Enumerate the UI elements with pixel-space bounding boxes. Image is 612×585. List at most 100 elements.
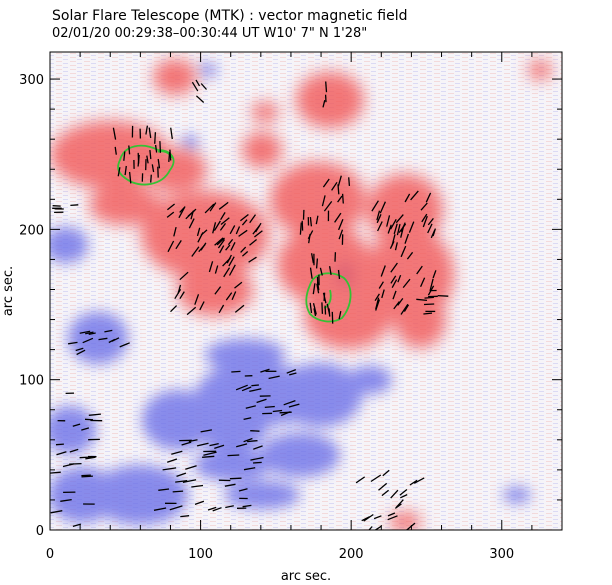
field-vector: [255, 222, 262, 233]
field-vector: [421, 213, 428, 223]
field-vector: [337, 195, 343, 203]
field-vector: [363, 513, 374, 522]
field-vector: [166, 203, 176, 211]
transverse-field-vectors: [50, 79, 449, 530]
field-vector: [321, 195, 326, 207]
field-vector: [309, 217, 313, 227]
field-vector: [112, 127, 117, 140]
field-vector: [390, 275, 397, 284]
field-vector: [128, 145, 131, 155]
field-vector: [75, 347, 84, 352]
field-vector: [194, 294, 200, 305]
field-vector: [381, 489, 390, 497]
field-vector: [337, 269, 341, 280]
field-vector: [56, 451, 67, 456]
field-vector: [400, 245, 407, 258]
plot-frame: [49, 51, 563, 531]
field-vector: [202, 455, 215, 458]
field-vector: [399, 488, 408, 496]
field-vector: [214, 265, 219, 274]
field-vector: [235, 384, 248, 391]
field-vector: [200, 83, 207, 90]
field-vector: [375, 297, 380, 310]
field-vector: [397, 298, 404, 306]
figure-title: Solar Flare Telescope (MTK) : vector mag…: [52, 8, 408, 24]
field-vector: [231, 370, 241, 373]
field-vector: [197, 232, 204, 243]
field-vector: [148, 127, 152, 139]
field-vector: [218, 304, 225, 314]
field-vector: [390, 262, 398, 273]
field-vector: [98, 337, 108, 341]
field-vector: [169, 505, 183, 511]
field-vector: [425, 192, 432, 203]
field-vector: [207, 506, 217, 511]
y-tick-label: 300: [19, 73, 44, 88]
field-vector: [60, 498, 72, 502]
field-vector: [338, 310, 342, 320]
field-vector: [194, 500, 205, 506]
field-vector: [238, 229, 248, 237]
field-vector: [108, 338, 116, 344]
field-vector: [250, 456, 264, 461]
field-vector: [114, 146, 117, 155]
field-vector: [68, 341, 78, 345]
field-vector: [162, 467, 177, 471]
field-vector: [400, 303, 409, 315]
field-vector: [316, 283, 320, 294]
field-vector: [235, 226, 241, 235]
field-vector: [423, 312, 433, 315]
field-vector: [117, 167, 121, 177]
field-vector: [396, 223, 401, 236]
axis-ticks: [49, 52, 563, 531]
field-vector: [226, 254, 232, 264]
field-vector: [309, 267, 313, 279]
field-vector: [200, 429, 213, 433]
field-vector: [166, 211, 175, 218]
field-vector: [260, 368, 270, 373]
field-vector: [188, 439, 198, 443]
field-vector: [380, 265, 386, 277]
field-vector: [124, 165, 127, 176]
field-vector: [234, 281, 243, 289]
field-vector: [242, 504, 252, 508]
field-vector: [416, 265, 423, 275]
field-vector: [310, 253, 315, 264]
field-vector: [76, 349, 86, 356]
field-vector: [328, 308, 331, 317]
field-vector: [404, 193, 411, 203]
field-vector: [387, 515, 398, 521]
field-vector: [400, 226, 405, 238]
field-vector: [389, 241, 395, 249]
field-vector: [243, 417, 252, 421]
field-vector: [381, 289, 385, 299]
field-vector: [146, 155, 149, 164]
field-vector: [341, 193, 344, 204]
field-vector: [334, 212, 342, 223]
field-vector: [416, 298, 428, 302]
field-vector: [79, 330, 91, 334]
field-vector: [376, 214, 382, 224]
field-vector: [395, 214, 404, 224]
field-vector: [173, 226, 177, 237]
field-vector: [188, 218, 195, 229]
field-vector: [216, 237, 225, 246]
field-vector: [420, 277, 426, 288]
field-vector: [167, 240, 175, 253]
field-vector: [186, 306, 197, 316]
field-vector: [313, 308, 317, 317]
field-vector: [175, 240, 182, 250]
field-vector: [218, 201, 229, 210]
field-vector: [187, 208, 197, 217]
field-vector: [119, 342, 130, 348]
field-vector: [408, 221, 415, 233]
field-vector: [427, 223, 433, 234]
field-vector: [312, 283, 316, 295]
magnetogram-image: [50, 52, 562, 530]
field-vector: [393, 223, 398, 235]
field-vector: [240, 246, 247, 253]
field-vector: [50, 510, 63, 514]
field-vector: [182, 479, 197, 484]
field-vector: [199, 301, 205, 311]
